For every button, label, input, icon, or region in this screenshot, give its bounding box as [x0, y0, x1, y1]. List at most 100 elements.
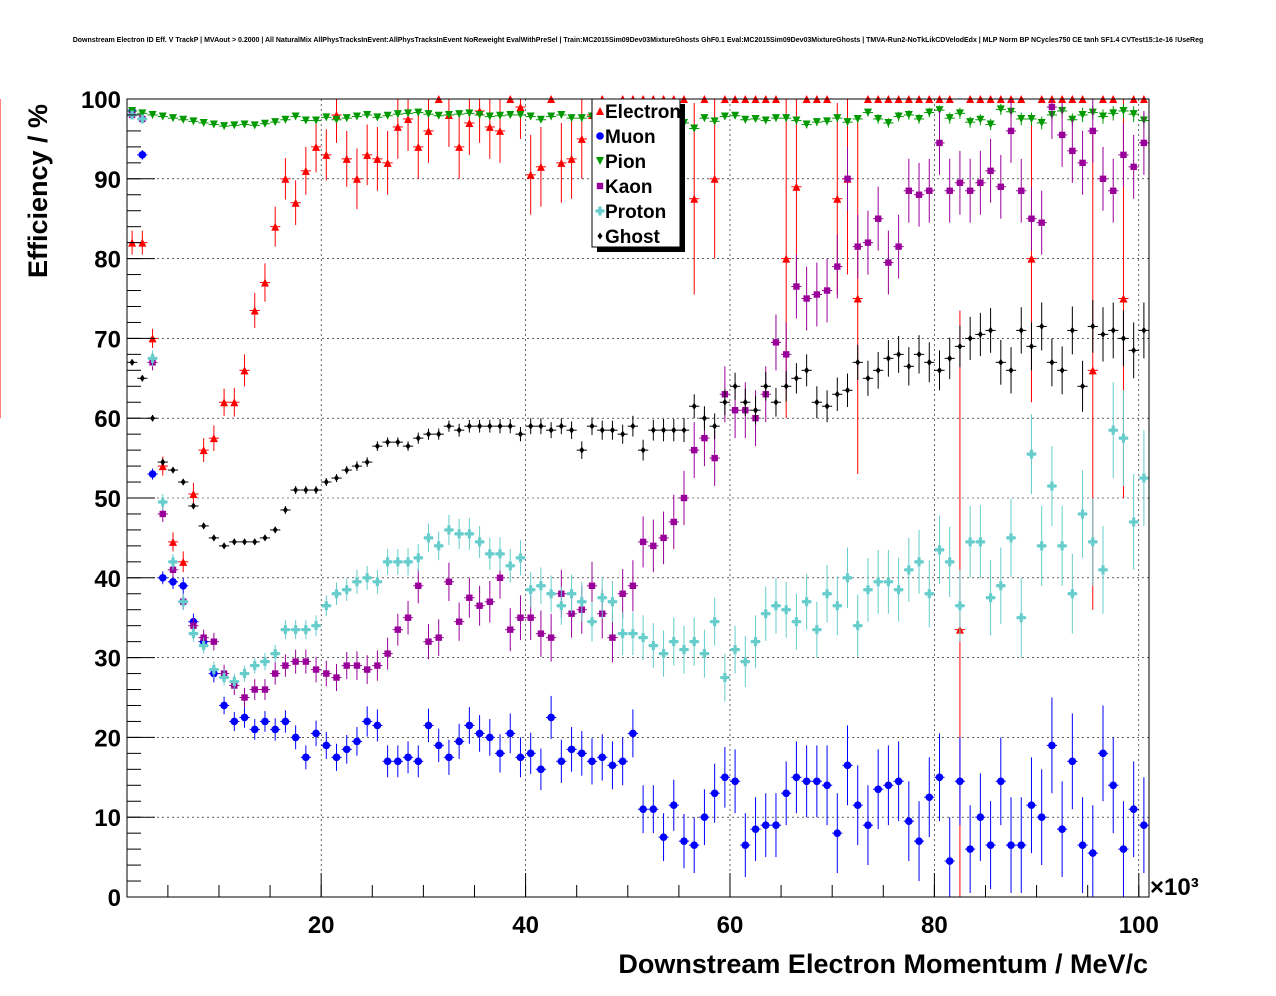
x-tick-label: 100 — [1119, 912, 1159, 939]
muon-point — [1099, 749, 1107, 758]
muon-point — [986, 841, 995, 849]
proton-point — [423, 533, 433, 543]
electron-point — [271, 222, 280, 231]
pion-point — [352, 112, 361, 121]
kaon-point — [1110, 187, 1117, 194]
electron-point — [526, 170, 535, 179]
ghost-point — [763, 382, 769, 390]
proton-point — [689, 637, 699, 647]
pion-point — [925, 108, 934, 117]
proton-point — [730, 645, 740, 655]
pion-point — [209, 120, 218, 129]
proton-point — [894, 585, 904, 595]
pion-point — [945, 114, 954, 123]
proton-point — [679, 645, 689, 655]
muon-point — [557, 757, 566, 766]
data-markers — [0, 95, 1149, 897]
pion-point — [526, 112, 535, 121]
electron-point — [404, 114, 413, 123]
kaon-point — [241, 694, 248, 701]
ghost-point — [242, 538, 248, 546]
pion-point — [455, 110, 464, 119]
pion-point — [393, 110, 402, 119]
series-electron — [0, 95, 1149, 897]
electron-point — [291, 198, 300, 207]
pion-point — [557, 110, 566, 119]
proton-point — [618, 629, 628, 639]
kaon-point — [1048, 103, 1056, 111]
kaon-point — [639, 538, 647, 546]
muon-point — [230, 717, 239, 726]
electron-point — [853, 294, 862, 303]
muon-point — [792, 773, 801, 782]
kaon-point — [547, 634, 555, 641]
electron-point — [220, 398, 229, 407]
muon-point — [1109, 781, 1118, 790]
kaon-point — [517, 614, 524, 621]
pion-point — [1037, 118, 1046, 127]
kaon-point — [507, 626, 514, 633]
pion-point — [955, 109, 964, 118]
ghost-point — [282, 506, 288, 514]
pion-point — [1027, 114, 1036, 123]
proton-point — [485, 549, 495, 559]
pion-point — [894, 112, 903, 121]
muon-point — [169, 577, 177, 586]
pion-point — [904, 110, 913, 119]
pion-point — [281, 115, 290, 124]
proton-point — [434, 541, 444, 551]
kaon-point — [363, 666, 371, 673]
electron-point — [567, 154, 576, 163]
pion-point — [138, 109, 147, 118]
kaon-point — [650, 542, 657, 550]
legend-label-muon: Muon — [605, 127, 656, 148]
muon-point — [997, 777, 1005, 786]
pion-legend-marker — [596, 157, 604, 165]
muon-point — [751, 825, 760, 833]
electron-point — [577, 134, 586, 143]
muon-point — [659, 833, 668, 841]
kaon-point — [711, 454, 718, 462]
legend: Electron Muon Pion Kaon Proton Ghost — [591, 98, 685, 252]
proton-point — [229, 677, 239, 687]
muon-point — [669, 801, 678, 810]
legend-item-electron: Electron — [596, 102, 681, 123]
pion-point — [260, 119, 269, 128]
chart-title: Downstream Electron ID Eff. V TrackP | M… — [73, 37, 1204, 44]
muon-point — [618, 757, 627, 766]
proton-point — [1047, 481, 1057, 491]
ghost-point — [589, 422, 595, 430]
ghost-point — [650, 426, 656, 434]
ghost-point — [1141, 326, 1147, 334]
muon-point — [220, 701, 228, 710]
electron-point — [1119, 294, 1128, 303]
ghost-point — [334, 474, 340, 482]
kaon-point — [333, 674, 340, 681]
electron-point — [455, 142, 464, 151]
muon-point — [649, 805, 658, 814]
proton-point — [607, 597, 617, 607]
muon-point — [966, 845, 974, 853]
electron-point — [240, 366, 249, 375]
pion-point — [485, 112, 494, 121]
electron-point — [792, 182, 801, 191]
proton-point — [168, 557, 178, 567]
kaon-point — [1058, 131, 1066, 139]
muon-point — [700, 813, 709, 821]
ghost-point — [793, 374, 799, 382]
ghost-point — [456, 426, 462, 434]
pion-point — [475, 110, 484, 119]
proton-point — [914, 557, 924, 567]
proton-point — [556, 601, 566, 611]
kaon-point — [680, 494, 688, 502]
proton-point — [495, 549, 505, 559]
ghost-point — [630, 422, 636, 430]
kaon-point — [772, 339, 780, 346]
kaon-point — [731, 407, 739, 414]
pion-point — [1099, 112, 1108, 121]
muon-point — [373, 721, 382, 730]
pion-point — [792, 116, 801, 125]
pion-point — [1109, 109, 1118, 118]
kaon-point — [629, 582, 637, 589]
